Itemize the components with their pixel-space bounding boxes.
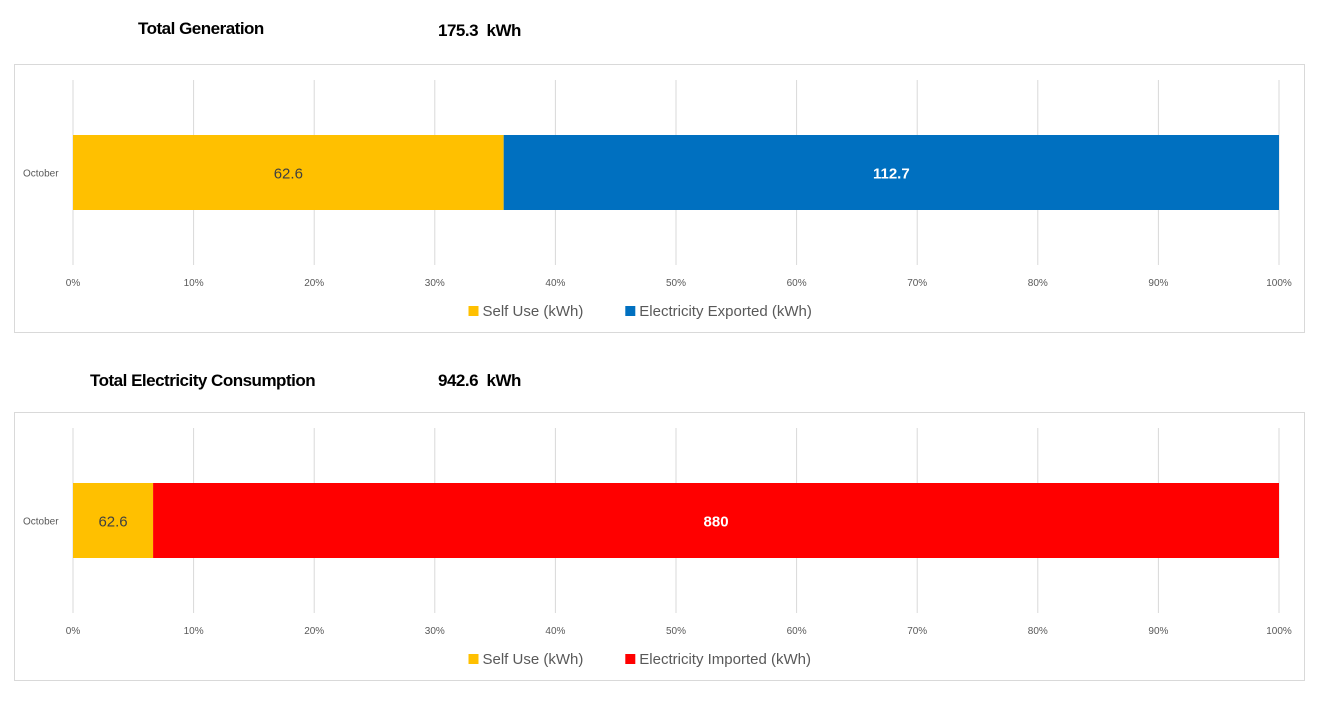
legend-swatch bbox=[468, 306, 479, 316]
x-tick-label: 40% bbox=[545, 278, 565, 289]
chart2-total: 942.6 kWh bbox=[438, 371, 521, 391]
legend-label: Self Use (kWh) bbox=[483, 651, 584, 668]
legend-label: Electricity Imported (kWh) bbox=[639, 651, 811, 668]
x-tick-label: 10% bbox=[184, 626, 204, 637]
legend-swatch bbox=[468, 654, 479, 664]
x-tick-label: 90% bbox=[1148, 626, 1168, 637]
chart1-total: 175.3 kWh bbox=[438, 21, 521, 41]
x-tick-label: 80% bbox=[1028, 626, 1048, 637]
legend-label: Self Use (kWh) bbox=[483, 303, 584, 320]
x-tick-label: 70% bbox=[907, 626, 927, 637]
legend-label: Electricity Exported (kWh) bbox=[639, 303, 812, 320]
chart1-total-value: 175.3 bbox=[438, 21, 479, 40]
bar-segment-self-use bbox=[73, 135, 504, 210]
x-tick-label: 100% bbox=[1266, 626, 1292, 637]
chart1-container: 0% 10% 20% 30% 40% 50% 60% 70% 80% 90% 100% October… bbox=[14, 64, 1305, 333]
x-tick-label: 60% bbox=[787, 626, 807, 637]
x-tick-label: 100% bbox=[1266, 278, 1292, 289]
x-tick-label: 10% bbox=[184, 278, 204, 289]
legend-swatch bbox=[625, 654, 636, 664]
x-tick-label: 50% bbox=[666, 278, 686, 289]
bar-segment-exported bbox=[503, 135, 1279, 210]
x-tick-label: 20% bbox=[304, 278, 324, 289]
category-label: October bbox=[23, 517, 59, 528]
bar-segment-self-use bbox=[73, 483, 154, 558]
x-tick-label: 70% bbox=[907, 278, 927, 289]
x-tick-label: 60% bbox=[787, 278, 807, 289]
x-tick-label: 80% bbox=[1028, 278, 1048, 289]
x-tick-label: 0% bbox=[66, 626, 81, 637]
x-tick-label: 30% bbox=[425, 278, 445, 289]
x-tick-label: 20% bbox=[304, 626, 324, 637]
chart2-total-unit: kWh bbox=[486, 371, 522, 390]
x-tick-label: 50% bbox=[666, 626, 686, 637]
x-tick-label: 30% bbox=[425, 626, 445, 637]
chart1-svg: 0% 10% 20% 30% 40% 50% 60% 70% 80% 90% 100% October… bbox=[23, 80, 1292, 320]
data-label: 62.6 bbox=[274, 166, 303, 183]
data-label: 880 bbox=[704, 514, 729, 531]
chart2-total-value: 942.6 bbox=[438, 371, 479, 390]
chart1-title: Total Generation bbox=[138, 19, 264, 38]
chart2-svg: 0% 10% 20% 30% 40% 50% 60% 70% 80% 90% 100% October… bbox=[23, 428, 1292, 668]
bar-segment-imported bbox=[153, 483, 1280, 558]
data-label: 112.7 bbox=[873, 166, 910, 183]
chart1-total-unit: kWh bbox=[486, 21, 522, 40]
category-label: October bbox=[23, 169, 59, 180]
chart2-container: 0% 10% 20% 30% 40% 50% 60% 70% 80% 90% 100% October… bbox=[14, 412, 1305, 681]
x-tick-label: 40% bbox=[545, 626, 565, 637]
data-label: 62.6 bbox=[98, 514, 127, 531]
legend-swatch bbox=[625, 306, 636, 316]
x-tick-label: 90% bbox=[1148, 278, 1168, 289]
x-tick-label: 0% bbox=[66, 278, 81, 289]
chart2-title: Total Electricity Consumption bbox=[90, 371, 316, 390]
